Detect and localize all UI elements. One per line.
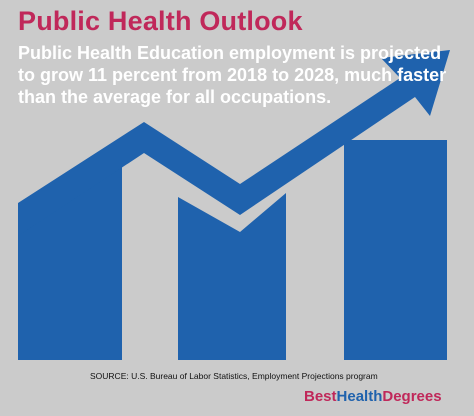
brand-best: Best <box>304 388 337 405</box>
brand-degrees: Degrees <box>382 388 442 405</box>
headline-text: Public Health Education employment is pr… <box>18 43 447 107</box>
bar-2 <box>178 193 286 360</box>
bar-3 <box>344 140 447 360</box>
trend-arrow <box>18 50 450 236</box>
brand-health: Health <box>336 388 383 405</box>
bar-1 <box>18 155 122 360</box>
brand-logo[interactable]: BestHealthDegrees <box>304 388 442 405</box>
page-title: Public Health Outlook <box>18 6 303 36</box>
source-note: SOURCE: U.S. Bureau of Labor Statistics,… <box>90 371 378 381</box>
